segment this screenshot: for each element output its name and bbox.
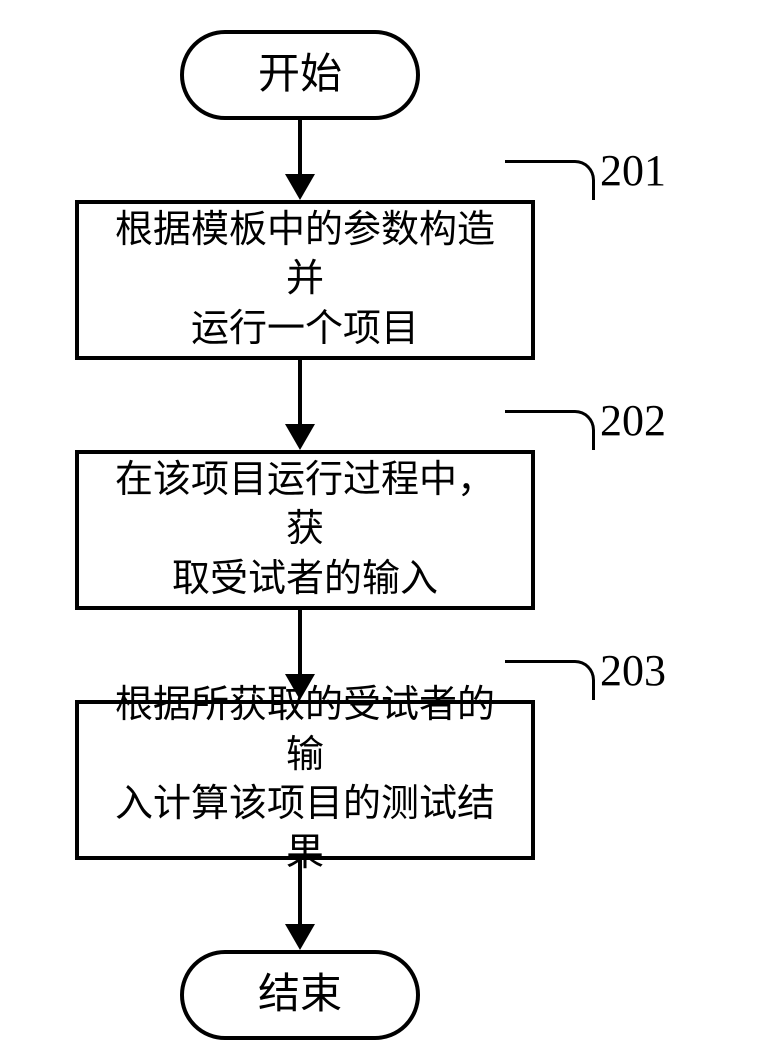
flowchart-canvas: 开始 根据模板中的参数构造并 运行一个项目 201 在该项目运行过程中，获 取受…: [0, 0, 760, 1058]
label-202-connector: [505, 410, 595, 450]
label-202: 202: [600, 395, 666, 446]
step-202-box: 在该项目运行过程中，获 取受试者的输入: [75, 450, 535, 610]
step-201-text: 根据模板中的参数构造并 运行一个项目: [99, 206, 511, 354]
start-terminal: 开始: [180, 30, 420, 120]
step-201-box: 根据模板中的参数构造并 运行一个项目: [75, 200, 535, 360]
arrow-4-line: [298, 860, 302, 924]
label-201: 201: [600, 145, 666, 196]
label-203-connector: [505, 660, 595, 700]
end-terminal: 结束: [180, 950, 420, 1040]
step-202-text: 在该项目运行过程中，获 取受试者的输入: [99, 456, 511, 604]
arrow-2-head: [285, 424, 315, 450]
step-203-box: 根据所获取的受试者的输 入计算该项目的测试结果: [75, 700, 535, 860]
step-203-text: 根据所获取的受试者的输 入计算该项目的测试结果: [99, 681, 511, 879]
arrow-1-line: [298, 120, 302, 174]
start-text: 开始: [258, 48, 342, 103]
arrow-2-line: [298, 360, 302, 424]
arrow-1-head: [285, 174, 315, 200]
arrow-4-head: [285, 924, 315, 950]
end-text: 结束: [258, 968, 342, 1023]
arrow-3-line: [298, 610, 302, 674]
label-201-connector: [505, 160, 595, 200]
label-203: 203: [600, 645, 666, 696]
